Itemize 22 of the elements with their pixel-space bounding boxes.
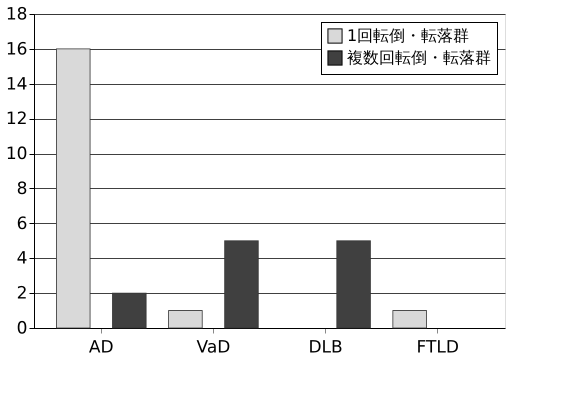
y-tick-label: 18 <box>6 4 28 24</box>
bar <box>392 310 427 328</box>
legend-label: 1回転倒・転落群 <box>347 26 470 45</box>
legend-label: 複数回転倒・転落群 <box>347 48 491 67</box>
y-tick-label: 6 <box>16 214 28 234</box>
bar <box>336 240 371 328</box>
x-tick-label: FTLD <box>416 338 459 358</box>
bar <box>112 292 147 328</box>
bar <box>168 310 203 328</box>
x-tick-label: VaD <box>196 338 230 358</box>
x-tick-label: DLB <box>308 338 343 358</box>
y-tick-label: 16 <box>6 39 28 60</box>
x-tick-label: AD <box>88 338 114 358</box>
y-tick-label: 8 <box>16 178 28 199</box>
y-tick-label: 0 <box>16 318 28 338</box>
y-tick-label: 4 <box>16 248 28 269</box>
bar <box>224 240 259 328</box>
y-tick-label: 14 <box>6 74 28 94</box>
bar <box>56 48 90 328</box>
y-tick-label: 2 <box>16 284 28 304</box>
y-tick-label: 10 <box>6 144 28 164</box>
y-tick-label: 12 <box>6 109 28 130</box>
